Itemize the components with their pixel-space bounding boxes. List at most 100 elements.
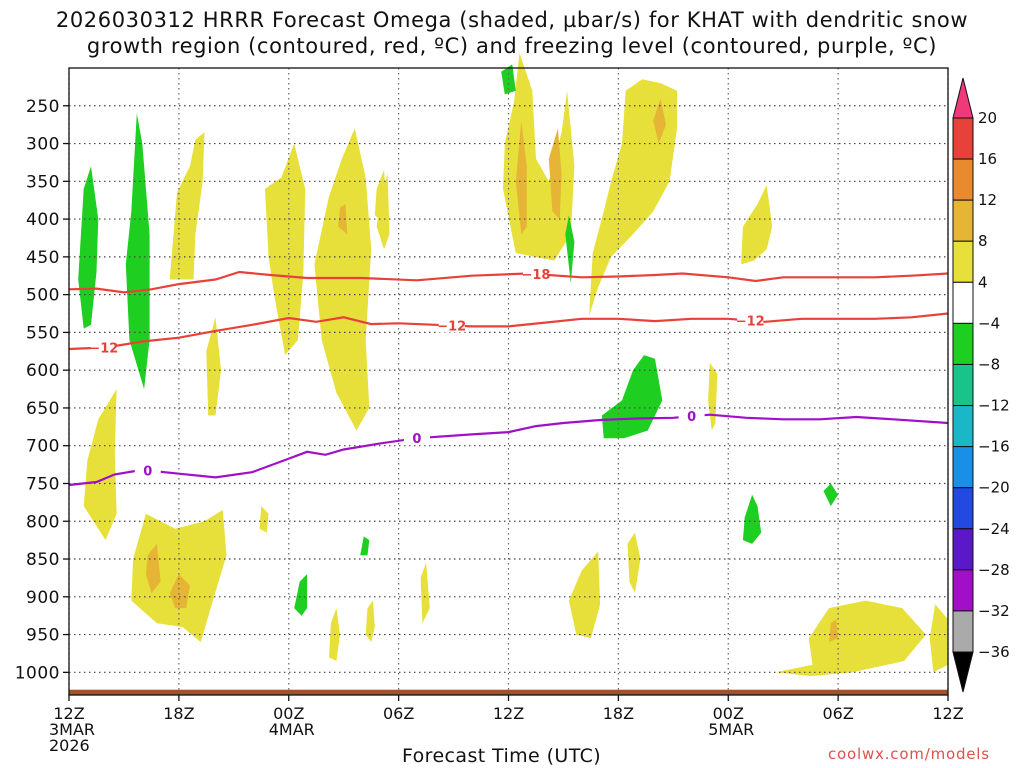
colorbar-top-arrow [952, 77, 974, 119]
colorbar-bottom-arrow [952, 651, 974, 693]
y-tick-label-450: 450 [26, 248, 60, 268]
colorbar-box-0 [952, 117, 974, 160]
colorbar-box-3 [952, 240, 974, 283]
omega-region-33 [565, 215, 575, 284]
chart-title-line-2: growth region (contoured, red, ºC) and f… [86, 34, 938, 58]
x-tick-label-18-0: 06Z [383, 704, 414, 723]
colorbar-label-12: −32 [978, 602, 1010, 620]
isotherm-label-bg-5 [403, 431, 430, 446]
colorbar-label-4: 4 [978, 273, 988, 291]
omega-region-21 [627, 532, 641, 593]
y-tick-label-250: 250 [26, 97, 60, 117]
omega-region-34 [601, 355, 663, 439]
isotherm-label-bg-0 [522, 267, 549, 282]
omega-region-36 [823, 483, 839, 507]
omega-region-6 [259, 506, 269, 533]
colorbar-label-10: −24 [978, 520, 1010, 538]
terrain [69, 689, 948, 695]
colorbar-box-1 [952, 158, 974, 201]
x-tick-label-0-2: 2026 [49, 736, 90, 755]
y-tick-label-650: 650 [26, 399, 60, 419]
y-tick-label-500: 500 [26, 286, 60, 306]
omega-region-14 [365, 600, 375, 643]
isotherm--12-line-1 [68, 312, 949, 351]
colorbar-box-9 [952, 487, 974, 530]
isotherm-label-0: −18 [521, 268, 550, 283]
x-tick-label-6-0: 18Z [163, 704, 194, 723]
colorbar-label-0: 20 [978, 109, 997, 127]
omega-region-19 [653, 98, 666, 144]
colorbar-label-9: −20 [978, 479, 1010, 497]
omega-region-16 [515, 120, 527, 235]
omega-region-35 [742, 494, 762, 544]
colorbar-box-2 [952, 199, 974, 242]
omega-region-18 [589, 79, 677, 316]
colorbar-label-1: 16 [978, 150, 997, 168]
y-tick-label-550: 550 [26, 323, 60, 343]
colorbar-label-5: −4 [978, 314, 1000, 332]
omega-region-3 [169, 574, 190, 609]
colorbar-box-6 [952, 363, 974, 407]
y-tick-label-350: 350 [26, 172, 60, 192]
colorbar-label-13: −36 [978, 643, 1010, 661]
omega-region-24 [775, 600, 926, 677]
isotherm-label-6: 0 [687, 410, 696, 425]
isotherm--18-line-0 [68, 270, 949, 294]
terrain-band [69, 689, 948, 695]
colorbar-box-4 [952, 281, 974, 324]
y-tick-label-900: 900 [26, 588, 60, 608]
isotherm-label-5: 0 [412, 432, 421, 447]
omega-region-7 [264, 143, 306, 356]
x-tick-label-24-0: 12Z [493, 704, 524, 723]
colorbar-label-11: −28 [978, 561, 1010, 579]
omega-region-9 [338, 204, 348, 235]
omega-region-5 [206, 317, 221, 416]
y-tick-label-400: 400 [26, 210, 60, 230]
isotherm-label-1: −12 [89, 342, 118, 357]
omega-region-8 [314, 128, 372, 431]
omega-region-2 [145, 543, 161, 593]
omega-region-17 [548, 128, 562, 220]
colorbar-label-3: 8 [978, 232, 988, 250]
omega-region-12 [420, 562, 430, 624]
colorbar-box-11 [952, 569, 974, 612]
colorbar-box-12 [952, 610, 974, 653]
x-tick-label-12-0: 00Z [273, 704, 304, 723]
omega-region-0 [83, 389, 117, 541]
y-tick-label-1000: 1000 [15, 663, 60, 683]
omega-shading [78, 52, 948, 677]
x-tick-label-42-0: 06Z [822, 704, 853, 723]
x-tick-label-0-0: 12Z [53, 704, 84, 723]
isotherm-0-line-4 [68, 413, 949, 487]
colorbar-box-10 [952, 528, 974, 571]
y-tick-label-700: 700 [26, 437, 60, 457]
x-tick-label-36-1: 5MAR [708, 720, 754, 739]
y-tick-label-850: 850 [26, 550, 60, 570]
y-tick-label-750: 750 [26, 474, 60, 494]
isotherm-label-3: −12 [736, 315, 765, 330]
omega-region-26 [929, 604, 948, 673]
colorbar: 20 16 12 8 4 −4 −8 −12 −16 −20 −24 −28 −32 −36 [952, 77, 1010, 693]
y-tick-label-300: 300 [26, 135, 60, 155]
omega-region-22 [708, 362, 718, 431]
isotherm-label-bg-4 [134, 463, 161, 478]
chart-title-line-1: 2026030312 HRRR Forecast Omega (shaded, … [55, 8, 969, 32]
x-tick-label-30-0: 18Z [603, 704, 634, 723]
omega-region-20 [568, 551, 601, 639]
omega-region-28 [125, 113, 150, 390]
isotherm-label-bg-2 [438, 318, 465, 333]
isotherm-label-bg-6 [678, 409, 705, 424]
omega-region-11 [374, 170, 386, 223]
isotherm-label-4: 0 [143, 464, 152, 479]
credit-link[interactable]: coolwx.com/models [828, 745, 990, 763]
omega-region-30 [360, 536, 370, 556]
x-tick-label-12-1: 4MAR [269, 720, 315, 739]
y-tick-label-950: 950 [26, 626, 60, 646]
x-tick-label-0-1: 3MAR [49, 720, 95, 739]
colorbar-label-8: −16 [978, 438, 1010, 456]
omega-region-25 [829, 619, 839, 643]
colorbar-box-5 [952, 322, 974, 365]
x-tick-label-48-0: 12Z [932, 704, 963, 723]
